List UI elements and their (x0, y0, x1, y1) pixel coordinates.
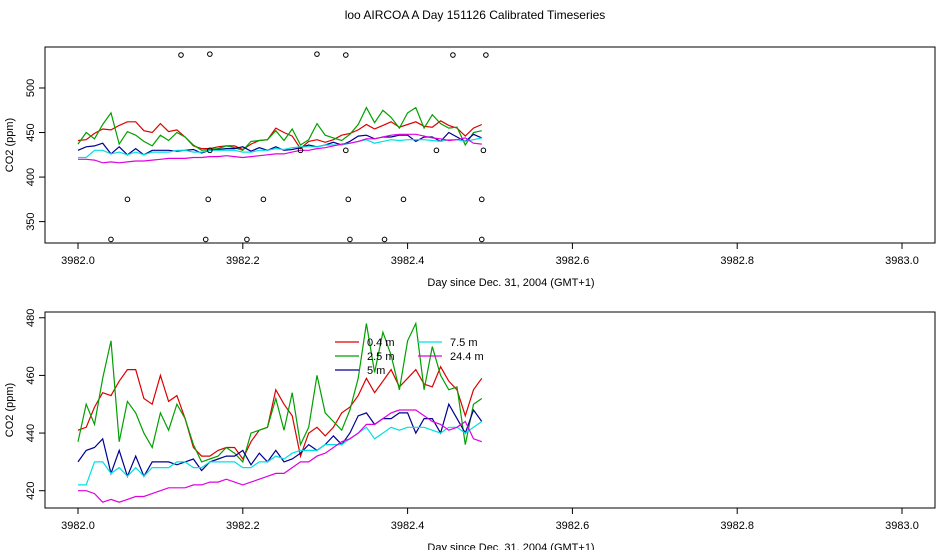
top-point-marker (345, 196, 352, 203)
bottom-y-axis-label: CO2 (ppm) (4, 383, 16, 437)
top-y-tick-label: 500 (25, 79, 37, 97)
bottom-y-tick-label: 440 (25, 424, 37, 442)
top-point-marker (297, 147, 304, 154)
bottom-x-tick-label: 3983.0 (885, 520, 919, 532)
top-plot-frame (44, 46, 936, 244)
top-point-marker (314, 51, 320, 57)
top-point-marker (433, 147, 440, 154)
top-x-tick-label: 3983.0 (885, 255, 919, 267)
top-x-tick-label: 3982.8 (720, 255, 754, 267)
bottom-series-line-5-m (77, 402, 483, 479)
top-point-marker (480, 147, 487, 154)
top-point-marker (108, 236, 114, 243)
top-point-marker (205, 196, 211, 203)
top-point-marker (478, 196, 485, 203)
top-y-axis-label: CO2 (ppm) (4, 118, 16, 172)
bottom-x-axis-label: Day since Dec. 31, 2004 (GMT+1) (427, 542, 594, 550)
top-y-tick-label: 350 (25, 212, 37, 230)
top-series-line-24-4-m (78, 133, 482, 164)
bottom-panel: 3982.0 3982.2 3982.4 3982.6 3982.8 3983.0 420 4… (4, 309, 936, 550)
bottom-series-line-0-4-m (77, 365, 483, 461)
bottom-legend-label: 24.4 m (450, 351, 484, 363)
bottom-x-tick-label: 3982.2 (226, 520, 260, 532)
top-point-marker (483, 52, 489, 58)
top-point-marker (478, 236, 485, 243)
top-series-line-2-5-m (77, 106, 482, 151)
top-x-tick-label: 3982.4 (391, 255, 425, 267)
top-point-marker (207, 51, 213, 57)
bottom-legend-label: 5 m (367, 365, 385, 377)
top-point-marker (244, 236, 250, 243)
top-y-tick-label: 450 (25, 123, 37, 141)
top-point-marker (207, 147, 213, 154)
bottom-x-tick-label: 3982.8 (720, 520, 754, 532)
bottom-plot-frame (44, 311, 936, 509)
top-point-marker (260, 196, 267, 203)
top-x-tick-label: 3982.6 (556, 255, 590, 267)
bottom-x-tick-label: 3982.0 (61, 520, 95, 532)
bottom-legend-label: 7.5 m (450, 337, 478, 349)
top-point-marker (178, 52, 184, 58)
top-series-line-7-5-m (78, 137, 482, 159)
top-x-axis-label: Day since Dec. 31, 2004 (GMT+1) (427, 277, 594, 289)
top-plot-area (77, 106, 483, 164)
figure-title: loo AIRCOA A Day 151126 Calibrated Times… (345, 8, 606, 22)
top-point-marker (343, 52, 349, 58)
top-point-marker (124, 196, 131, 203)
top-x-tick-label: 3982.0 (61, 255, 95, 267)
bottom-x-tick-label: 3982.4 (391, 520, 425, 532)
top-panel: 3982.0 3982.2 3982.4 3982.6 3982.8 3983.0 350 4… (4, 46, 936, 289)
top-point-marker (202, 236, 209, 243)
top-point-marker (450, 52, 456, 58)
top-point-marker (343, 147, 349, 154)
bottom-legend-label: 2.5 m (367, 351, 395, 363)
bottom-y-tick-label: 460 (25, 366, 37, 384)
top-point-marker (381, 236, 388, 243)
bottom-series-line-24-4-m (78, 409, 482, 503)
top-series-line-0-4-m (77, 120, 483, 151)
bottom-series-line-7-5-m (78, 421, 483, 486)
top-y-tick-label: 400 (25, 168, 37, 186)
bottom-legend-label: 0.4 m (367, 337, 395, 349)
bottom-y-tick-label: 420 (25, 482, 37, 500)
bottom-y-tick-label: 480 (25, 309, 37, 327)
bottom-series-line-2-5-m (77, 321, 483, 464)
top-point-marker (400, 196, 407, 203)
bottom-plot-area (77, 321, 483, 503)
bottom-x-tick-label: 3982.6 (556, 520, 590, 532)
top-point-marker (347, 236, 353, 243)
top-x-tick-label: 3982.2 (226, 255, 260, 267)
